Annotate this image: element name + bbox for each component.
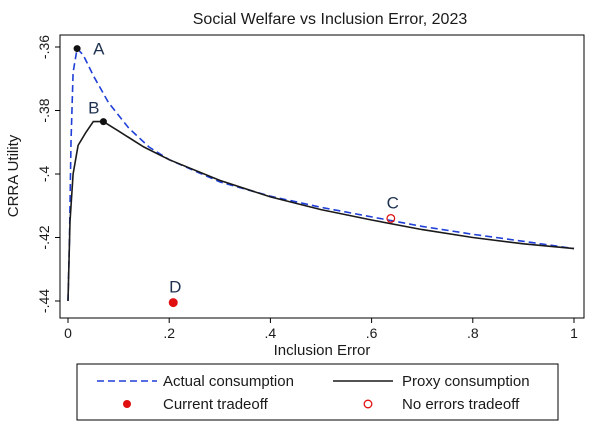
marker-label-D: D — [169, 278, 181, 297]
y-tick-label: -.44 — [36, 289, 52, 313]
series-lines — [67, 46, 575, 302]
legend-symbol — [363, 399, 373, 409]
y-tick-label: -.4 — [36, 166, 52, 183]
series-line-0 — [67, 46, 575, 302]
y-tick-label: -.38 — [36, 98, 52, 122]
marker-A — [73, 45, 81, 53]
legend-label: Proxy consumption — [402, 373, 530, 390]
axis-ticks: 0 .2 .4 .6 .8 1 -.36 -.38 -.4 -.42 -.44 — [36, 35, 578, 341]
point-markers: A B C D — [73, 40, 399, 308]
x-tick-label: .4 — [265, 325, 277, 341]
legend: Actual consumption Proxy consumption Curre… — [97, 373, 530, 413]
series-line-1 — [67, 120, 575, 302]
plot-area — [59, 34, 585, 319]
legend-label: Actual consumption — [163, 373, 294, 390]
legend-symbol — [123, 400, 131, 408]
marker-label-C: C — [387, 193, 399, 212]
x-tick-label: 0 — [64, 325, 72, 341]
legend-label: No errors tradeoff — [402, 396, 520, 413]
x-axis-label: Inclusion Error — [274, 342, 371, 359]
x-tick-label: .2 — [163, 325, 175, 341]
marker-label-A: A — [93, 40, 105, 59]
marker-label-B: B — [88, 99, 99, 118]
x-tick-label: .6 — [366, 325, 378, 341]
marker-C — [386, 213, 396, 223]
y-tick-label: -.36 — [36, 35, 52, 59]
y-axis-label: CRRA Utility — [5, 134, 22, 217]
x-tick-label: 1 — [570, 325, 578, 341]
x-tick-label: .8 — [467, 325, 479, 341]
legend-label: Current tradeoff — [163, 396, 269, 413]
y-tick-label: -.42 — [36, 225, 52, 249]
legend-box — [76, 363, 559, 421]
marker-D — [168, 298, 178, 308]
marker-B — [99, 118, 107, 126]
chart-title: Social Welfare vs Inclusion Error, 2023 — [193, 11, 468, 28]
